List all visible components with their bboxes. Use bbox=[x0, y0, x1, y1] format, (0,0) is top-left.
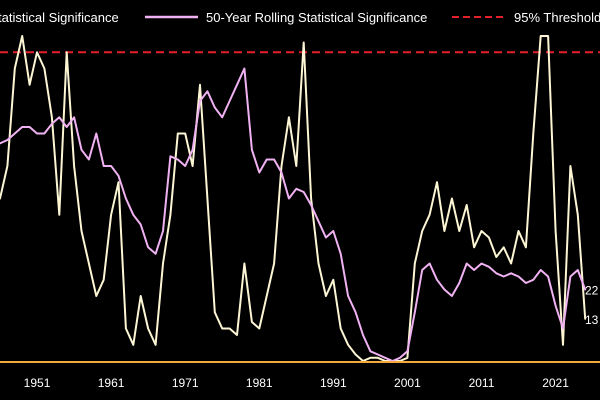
x-tick-label: 1951 bbox=[24, 376, 51, 390]
legend-label-rolling50: 50-Year Rolling Statistical Significance bbox=[206, 10, 427, 25]
series-line-rolling50 bbox=[0, 67, 587, 362]
legend: tatistical Significance 50-Year Rolling … bbox=[0, 10, 600, 25]
legend-label-short: tatistical Significance bbox=[0, 10, 119, 25]
series-line-short bbox=[0, 35, 587, 362]
x-tick-label: 1991 bbox=[320, 376, 347, 390]
x-tick-label: 2021 bbox=[542, 376, 569, 390]
end-labels: 13 22 bbox=[585, 284, 599, 327]
end-label-short: 13 bbox=[585, 313, 599, 327]
legend-entry-threshold: 95% Threshold bbox=[452, 10, 600, 25]
plot-area bbox=[0, 35, 600, 362]
x-tick-label: 1961 bbox=[98, 376, 125, 390]
x-tick-label: 2011 bbox=[469, 376, 495, 390]
x-tick-label: 2001 bbox=[394, 376, 421, 390]
legend-entry-rolling50: 50-Year Rolling Statistical Significance bbox=[145, 10, 427, 25]
x-tick-label: 1981 bbox=[246, 376, 273, 390]
end-label-rolling50: 22 bbox=[585, 284, 599, 298]
x-axis: 1951 1961 1971 1981 1991 2001 2011 2021 bbox=[0, 361, 600, 390]
x-tick-label: 1971 bbox=[172, 376, 199, 390]
legend-entry-short: tatistical Significance bbox=[0, 10, 119, 25]
legend-label-threshold: 95% Threshold bbox=[514, 10, 600, 25]
